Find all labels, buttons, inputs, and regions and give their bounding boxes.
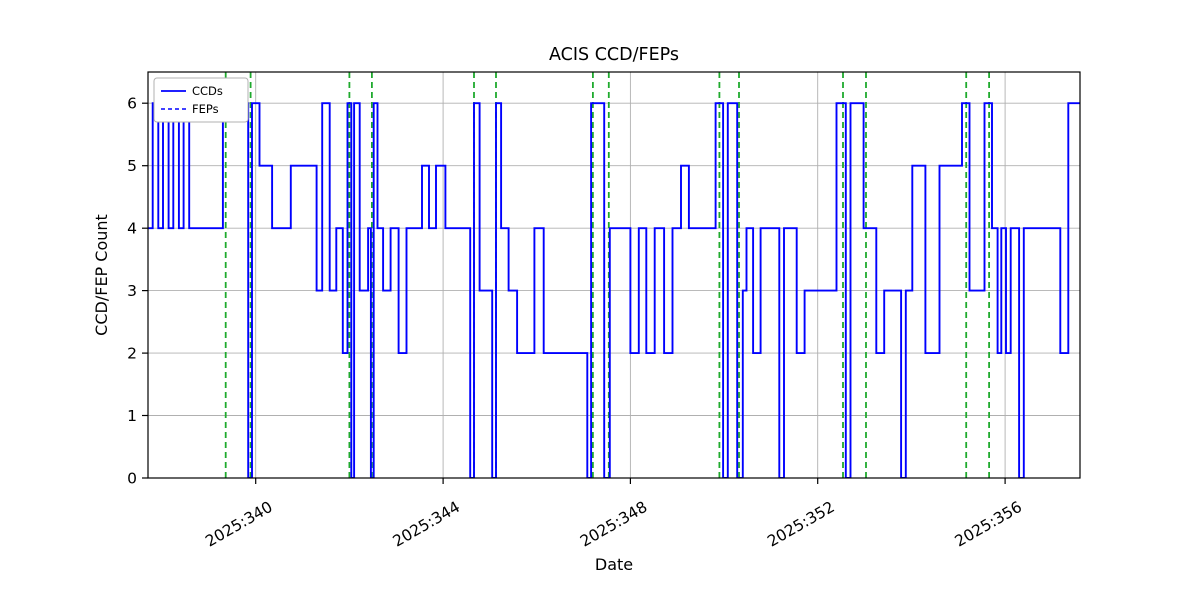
y-tick-label: 1 xyxy=(127,407,137,425)
ccd-count-step-line xyxy=(148,102,1080,478)
x-tick-label: 2025:340 xyxy=(202,498,275,551)
series-group xyxy=(148,102,1080,478)
y-tick-label: 2 xyxy=(127,345,137,363)
y-axis-label: CCD/FEP Count xyxy=(92,214,111,336)
y-tick-label: 4 xyxy=(127,220,137,238)
legend: CCDs FEPs xyxy=(153,77,249,123)
x-tick-label: 2025:344 xyxy=(390,498,463,551)
y-tick-label: 6 xyxy=(127,95,137,113)
event-lines-group xyxy=(224,72,990,478)
legend-box xyxy=(153,77,249,123)
y-axis-ticks: 0 1 2 3 4 5 6 xyxy=(127,95,148,488)
chart-title: ACIS CCD/FEPs xyxy=(549,45,679,65)
y-tick-label: 5 xyxy=(127,157,137,175)
y-tick-label: 3 xyxy=(127,282,137,300)
legend-ccds-label: CCDs xyxy=(192,84,223,98)
x-axis-ticks: 2025:340 2025:344 2025:348 2025:352 2025:356 xyxy=(202,478,1025,551)
x-tick-label: 2025:356 xyxy=(952,498,1025,551)
y-tick-label: 0 xyxy=(127,470,137,488)
legend-feps-label: FEPs xyxy=(192,102,219,116)
x-axis-label: Date xyxy=(595,555,633,574)
axes-frame xyxy=(147,71,1081,479)
x-tick-label: 2025:352 xyxy=(764,498,837,551)
x-tick-label: 2025:348 xyxy=(577,498,650,551)
